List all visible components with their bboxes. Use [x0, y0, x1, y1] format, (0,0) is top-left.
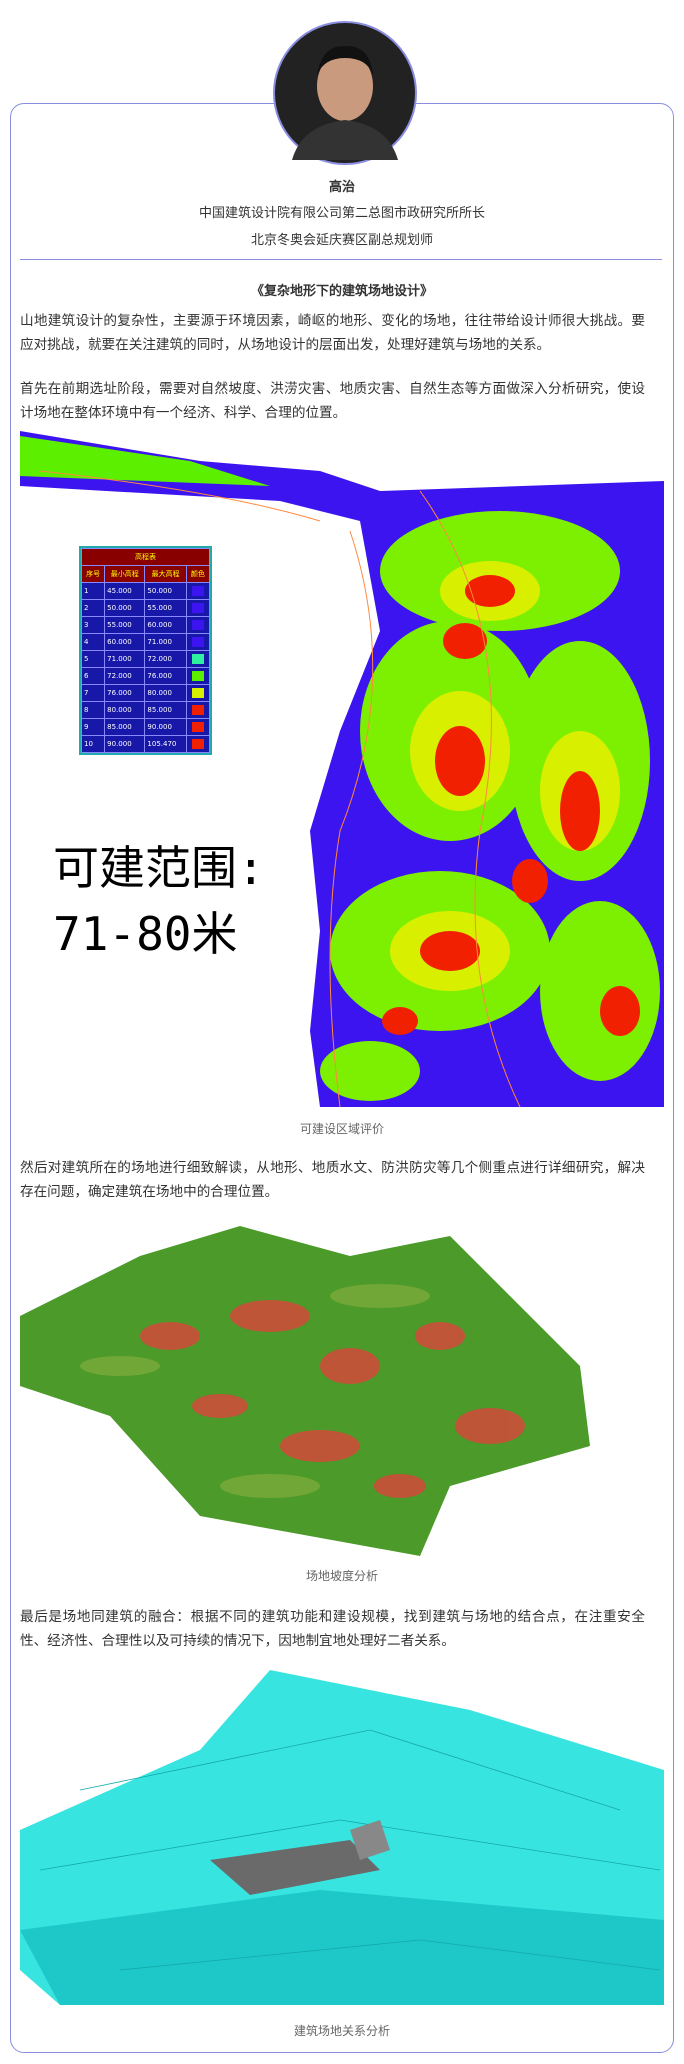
table-cell: 5 [80, 650, 106, 668]
table-cell: 7 [80, 684, 106, 702]
table-row: 3 55.000 60.000 [80, 616, 211, 634]
color-swatch [185, 667, 211, 685]
color-swatch [185, 650, 211, 668]
color-swatch [185, 633, 211, 651]
column-header: 最大高程 [144, 565, 187, 583]
table-cell: 72.000 [144, 650, 187, 668]
table-row: 10 90.000 105.470 [80, 735, 211, 753]
table-cell: 60.000 [144, 616, 187, 634]
table-cell: 76.000 [144, 667, 187, 685]
table-row: 2 50.000 55.000 [80, 599, 211, 617]
table-cell: 6 [80, 667, 106, 685]
table-cell: 8 [80, 701, 106, 719]
table-cell: 4 [80, 633, 106, 651]
table-cell: 76.000 [104, 684, 146, 702]
color-swatch [185, 582, 211, 600]
table-cell: 1 [80, 582, 106, 600]
paragraph: 首先在前期选址阶段，需要对自然坡度、洪涝灾害、地质灾害、自然生态等方面做深入分析… [20, 381, 645, 421]
table-cell: 105.470 [144, 735, 187, 753]
table-row: 7 76.000 80.000 [80, 684, 211, 702]
table-cell: 55.000 [104, 616, 146, 634]
swatch [191, 603, 204, 613]
overlay-text: 71-80米 [53, 907, 238, 961]
swatch [191, 620, 204, 630]
color-swatch [185, 616, 211, 634]
slope-map [20, 1226, 590, 1556]
table-row: 8 80.000 85.000 [80, 701, 211, 719]
swatch [191, 654, 204, 664]
caption: 场地坡度分析 [305, 1569, 378, 1583]
swatch [191, 688, 204, 698]
color-swatch [185, 684, 211, 702]
header-row: 序号 最小高程 最大高程 颜色 [80, 565, 211, 583]
caption: 建筑场地关系分析 [293, 2024, 390, 2038]
site-model [20, 1670, 664, 2005]
table-cell: 50.000 [144, 582, 187, 600]
table-cell: 45.000 [104, 582, 146, 600]
column-header: 颜色 [185, 565, 211, 583]
swatch [191, 586, 204, 596]
swatch [191, 722, 204, 732]
table-cell: 90.000 [144, 718, 187, 736]
table-cell: 85.000 [104, 718, 146, 736]
table-cell: 72.000 [104, 667, 146, 685]
table-cell: 55.000 [144, 599, 187, 617]
table-cell: 71.000 [144, 633, 187, 651]
table-cell: 71.000 [104, 650, 146, 668]
table-cell: 10 [80, 735, 106, 753]
table-cell: 60.000 [104, 633, 146, 651]
author-title: 北京冬奥会延庆赛区副总规划师 [250, 233, 433, 248]
paragraph: 然后对建筑所在的场地进行细致解读，从地形、地质水文、防洪防灾等几个侧重点进行详细… [20, 1160, 645, 1200]
color-swatch [185, 599, 211, 617]
table-row: 4 60.000 71.000 [80, 633, 211, 651]
paragraph: 最后是场地同建筑的融合：根据不同的建筑功能和建设规模，找到建筑与场地的结合点，在… [20, 1609, 645, 1649]
table-cell: 50.000 [104, 599, 146, 617]
table-cell: 3 [80, 616, 106, 634]
table-cell: 80.000 [104, 701, 146, 719]
table-cell: 85.000 [144, 701, 187, 719]
table-cell: 2 [80, 599, 106, 617]
swatch [191, 671, 204, 681]
table-row: 5 71.000 72.000 [80, 650, 211, 668]
table-row: 9 85.000 90.000 [80, 718, 211, 736]
author-title: 中国建筑设计院有限公司第二总图市政研究所所长 [198, 206, 485, 221]
color-swatch [185, 701, 211, 719]
table-cell: 90.000 [104, 735, 146, 753]
table-cell: 9 [80, 718, 106, 736]
title-row: 高程表 [81, 548, 210, 566]
elevation-map [20, 431, 664, 1107]
color-swatch [185, 718, 211, 736]
divider [20, 259, 662, 260]
swatch [191, 739, 204, 749]
column-header: 序号 [80, 565, 106, 583]
legend-title: 高程表 [81, 548, 210, 566]
author-name: 高治 [328, 180, 355, 195]
color-swatch [185, 735, 211, 753]
legend-table: 高程表 序号 最小高程 最大高程 颜色 1 45.000 50.000 2 50.000 55.00… [79, 546, 212, 755]
avatar [273, 21, 417, 165]
swatch [191, 705, 204, 715]
caption: 可建设区域评价 [299, 1122, 384, 1136]
overlay-text: 可建范围: [53, 841, 265, 895]
paragraph: 山地建筑设计的复杂性，主要源于环境因素，崎岖的地形、变化的场地，往往带给设计师很… [20, 313, 645, 353]
article-title: 《复杂地形下的建筑场地设计》 [250, 284, 433, 299]
column-header: 最小高程 [104, 565, 146, 583]
table-row: 1 45.000 50.000 [80, 582, 211, 600]
table: 高程表 序号 最小高程 最大高程 颜色 1 45.000 50.000 2 50.000 55.00… [80, 548, 211, 753]
swatch [191, 637, 204, 647]
table-cell: 80.000 [144, 684, 187, 702]
table-row: 6 72.000 76.000 [80, 667, 211, 685]
